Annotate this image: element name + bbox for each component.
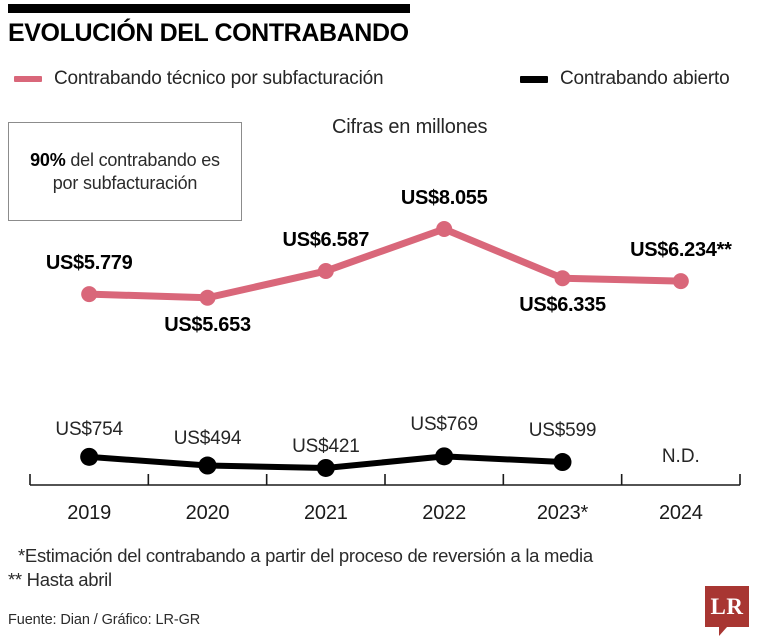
callout-text: 90% del contrabando es por subfacturació… xyxy=(17,149,233,194)
legend-label-tecnico: Contrabando técnico por subfacturación xyxy=(54,68,384,89)
data-point-tecnico xyxy=(554,270,571,287)
legend-item-tecnico: Contrabando técnico por subfacturación xyxy=(14,68,384,90)
x-axis-tick-label: 2024 xyxy=(658,502,703,524)
lr-logo: LR xyxy=(705,586,749,636)
lr-logo-body: LR xyxy=(705,586,749,627)
data-label-tecnico: US$5.653 xyxy=(164,313,251,336)
x-axis-tick-label: 2022 xyxy=(422,502,467,524)
lr-logo-mark: LR xyxy=(710,594,744,619)
data-label-abierto: US$769 xyxy=(410,414,478,436)
data-point-abierto xyxy=(316,458,335,477)
x-axis-tick-label: 2020 xyxy=(185,502,230,524)
data-label-tecnico: US$6.234** xyxy=(630,239,732,262)
source-line: Fuente: Dian / Gráfico: LR-GR xyxy=(8,612,201,628)
x-axis-tick-label: 2021 xyxy=(303,502,348,524)
chart-subtitle: Cifras en millones xyxy=(332,116,488,138)
x-axis-tick-label: 2019 xyxy=(67,502,112,524)
legend-item-abierto: Contrabando abierto xyxy=(520,68,730,90)
data-point-tecnico xyxy=(436,221,453,238)
chart-legend: Contrabando técnico por subfacturación C… xyxy=(12,68,760,98)
page-title: EVOLUCIÓN DEL CONTRABANDO xyxy=(8,19,409,47)
data-label-tecnico: US$6.587 xyxy=(282,229,370,252)
footnote-estimacion: *Estimación del contrabando a partir del… xyxy=(18,545,593,566)
data-point-abierto xyxy=(435,447,454,466)
callout-highlight: 90% xyxy=(30,150,66,170)
x-axis-tick-label: 2023* xyxy=(536,502,589,524)
footnote-hasta-abril: ** Hasta abril xyxy=(8,569,112,590)
data-label-no-data: N.D. xyxy=(661,446,700,467)
data-point-abierto xyxy=(198,456,217,475)
data-label-abierto: US$494 xyxy=(173,427,242,449)
data-label-abierto: US$421 xyxy=(292,435,360,457)
series-abierto xyxy=(80,447,572,477)
data-label-abierto: US$754 xyxy=(55,418,123,440)
data-point-tecnico xyxy=(317,263,334,280)
legend-swatch-pink-icon xyxy=(14,76,42,82)
data-point-tecnico xyxy=(672,273,689,290)
line-tecnico xyxy=(85,225,685,302)
line-abierto xyxy=(86,453,566,471)
x-axis xyxy=(29,474,741,486)
data-label-abierto: US$599 xyxy=(528,420,597,442)
callout-rest: del contrabando es por subfacturación xyxy=(52,150,220,193)
series-tecnico xyxy=(81,221,689,306)
data-point-tecnico xyxy=(199,289,216,306)
lr-logo-tail-icon xyxy=(719,627,735,636)
data-label-tecnico: US$8.055 xyxy=(400,187,488,209)
callout-box: 90% del contrabando es por subfacturació… xyxy=(8,122,242,221)
legend-swatch-black-icon xyxy=(520,75,548,83)
data-label-tecnico: US$5.779 xyxy=(45,252,133,275)
data-point-abierto xyxy=(553,453,572,472)
legend-label-abierto: Contrabando abierto xyxy=(560,68,730,89)
data-point-tecnico xyxy=(81,286,98,303)
data-label-tecnico: US$6.335 xyxy=(519,294,606,317)
title-rule xyxy=(8,4,410,13)
data-point-abierto xyxy=(80,447,99,466)
